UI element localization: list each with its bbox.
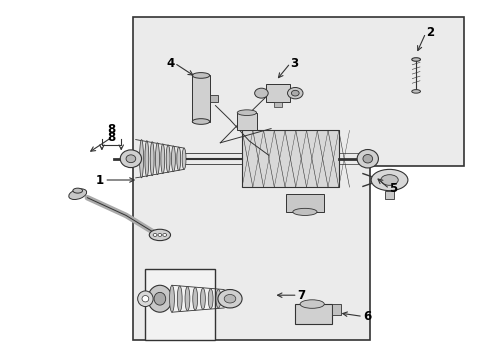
Text: 7: 7 — [297, 289, 305, 302]
Bar — [285, 194, 324, 212]
Ellipse shape — [411, 90, 420, 93]
Text: 2: 2 — [425, 26, 433, 39]
Ellipse shape — [163, 234, 166, 237]
Ellipse shape — [161, 144, 164, 174]
Ellipse shape — [126, 155, 136, 163]
Ellipse shape — [158, 234, 162, 237]
Ellipse shape — [254, 88, 267, 98]
Ellipse shape — [120, 150, 141, 168]
Bar — [331, 304, 341, 315]
Ellipse shape — [192, 287, 197, 310]
Ellipse shape — [150, 142, 154, 176]
Bar — [145, 269, 215, 339]
Ellipse shape — [73, 188, 82, 193]
Ellipse shape — [380, 175, 397, 185]
Ellipse shape — [182, 148, 185, 169]
Bar — [274, 102, 282, 107]
Ellipse shape — [291, 90, 299, 96]
Ellipse shape — [139, 140, 143, 178]
Ellipse shape — [155, 143, 159, 175]
Ellipse shape — [138, 291, 153, 306]
Ellipse shape — [356, 149, 378, 168]
Ellipse shape — [177, 147, 180, 170]
Polygon shape — [133, 17, 464, 339]
Ellipse shape — [224, 294, 235, 303]
Ellipse shape — [144, 141, 148, 177]
Bar — [265, 84, 290, 102]
Text: 5: 5 — [389, 183, 397, 195]
Bar — [209, 95, 218, 102]
Ellipse shape — [171, 146, 175, 171]
Ellipse shape — [300, 300, 324, 308]
Ellipse shape — [370, 169, 407, 191]
Text: 8: 8 — [107, 131, 116, 144]
Ellipse shape — [200, 288, 205, 309]
Ellipse shape — [411, 58, 420, 61]
Text: 3: 3 — [290, 57, 298, 69]
Ellipse shape — [192, 119, 209, 124]
Ellipse shape — [154, 292, 165, 305]
Ellipse shape — [292, 208, 316, 215]
Text: 8: 8 — [107, 123, 116, 136]
Text: 4: 4 — [166, 57, 174, 69]
Ellipse shape — [216, 289, 221, 308]
Bar — [384, 191, 393, 199]
Ellipse shape — [177, 286, 182, 311]
Text: 1: 1 — [96, 174, 104, 186]
Ellipse shape — [149, 229, 170, 240]
Bar — [242, 130, 338, 187]
Ellipse shape — [362, 154, 372, 163]
Ellipse shape — [69, 189, 86, 199]
Ellipse shape — [147, 285, 172, 312]
Bar — [237, 113, 256, 130]
Bar — [192, 76, 209, 122]
Ellipse shape — [192, 73, 209, 78]
Ellipse shape — [166, 145, 170, 172]
Ellipse shape — [142, 296, 148, 302]
Ellipse shape — [208, 289, 213, 309]
Ellipse shape — [237, 110, 256, 116]
Bar — [295, 304, 331, 324]
Ellipse shape — [169, 285, 174, 312]
Ellipse shape — [184, 287, 189, 311]
Ellipse shape — [287, 87, 303, 99]
Text: 6: 6 — [362, 310, 370, 323]
Ellipse shape — [153, 234, 157, 237]
Ellipse shape — [218, 289, 242, 308]
